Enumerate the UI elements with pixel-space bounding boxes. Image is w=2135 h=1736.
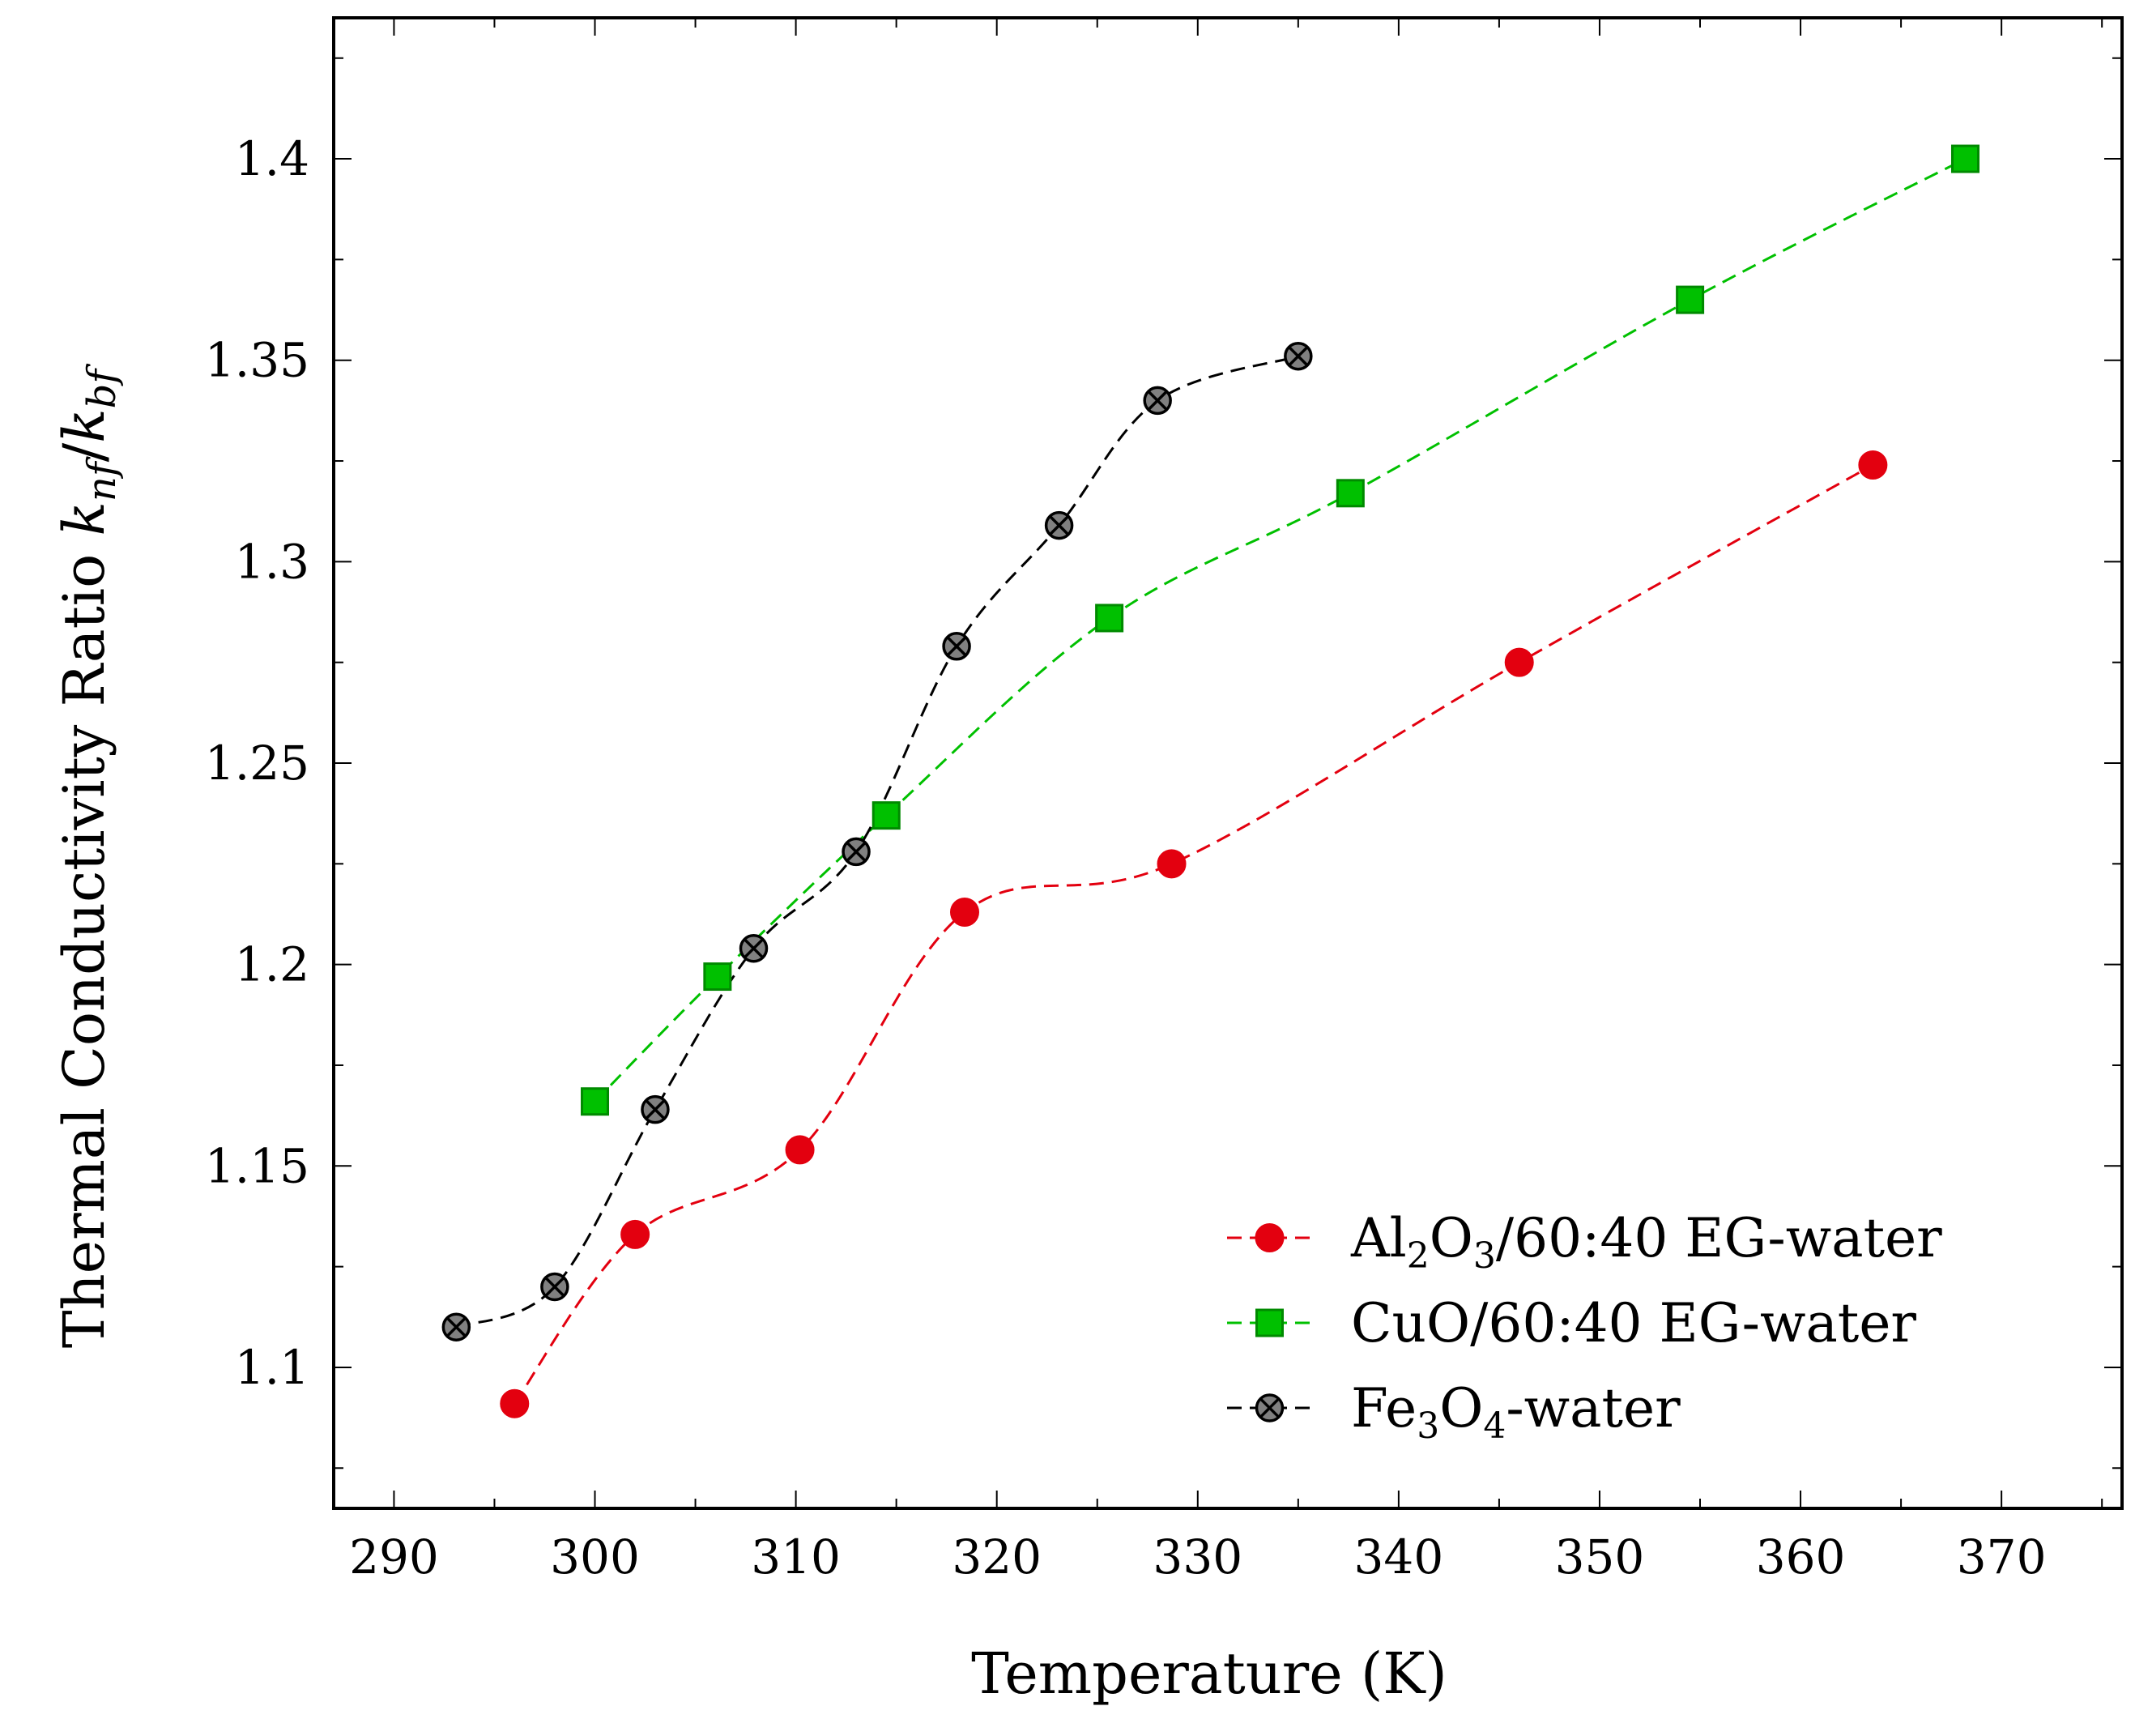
data-point-series-0 xyxy=(1858,450,1888,480)
data-point-series-0 xyxy=(620,1219,650,1249)
y-axis-title-prefix: Thermal Conductivity Ratio xyxy=(51,535,117,1348)
x-tick-label: 330 xyxy=(1153,1529,1242,1585)
legend-item: Fe3O4-water xyxy=(1227,1377,1681,1447)
x-tick-label: 310 xyxy=(751,1529,841,1585)
data-point-series-1 xyxy=(1095,604,1124,633)
legend-label: Al2O3/60:40 EG-water xyxy=(1350,1207,1942,1277)
y-axis-title-k-bf: k xyxy=(51,408,117,442)
legend: Al2O3/60:40 EG-water CuO/60:40 EG-water Fe… xyxy=(1227,1207,1942,1447)
y-tick-label: 1.4 xyxy=(235,131,309,186)
y-tick-label: 1.3 xyxy=(235,534,309,589)
tick-labels: 290 300 310 320 330 340 350 360 370 1.1 1.15 1.2 1.2… xyxy=(205,131,2047,1585)
x-tick-label: 340 xyxy=(1354,1529,1444,1585)
data-point-series-2 xyxy=(942,632,971,661)
data-point-series-1 xyxy=(1676,285,1705,314)
x-tick-label: 300 xyxy=(550,1529,640,1585)
plot-frame xyxy=(332,16,2124,1510)
data-point-series-2 xyxy=(540,1272,569,1302)
y-axis-title-slash: / xyxy=(51,442,117,462)
data-point-series-2 xyxy=(739,934,769,963)
legend-marker xyxy=(1255,1393,1285,1422)
y-tick-label: 1.35 xyxy=(205,333,309,388)
x-tick-label: 350 xyxy=(1555,1529,1645,1585)
data-point-series-0 xyxy=(1504,647,1534,677)
x-tick-label: 370 xyxy=(1957,1529,2047,1585)
data-point-series-0 xyxy=(785,1135,815,1165)
legend-marker xyxy=(1255,1308,1284,1337)
data-point-series-1 xyxy=(1950,144,1979,173)
data-point-series-0 xyxy=(500,1388,530,1418)
legend-item: Al2O3/60:40 EG-water xyxy=(1227,1207,1942,1277)
data-point-series-1 xyxy=(1336,479,1365,508)
series-markers xyxy=(441,144,1979,1418)
y-axis-title-sub-nf: nf xyxy=(79,456,125,501)
data-point-series-0 xyxy=(950,898,980,927)
legend-item: CuO/60:40 EG-water xyxy=(1227,1292,1916,1354)
data-point-series-1 xyxy=(871,801,901,830)
data-point-series-2 xyxy=(1044,510,1074,540)
y-tick-label: 1.15 xyxy=(205,1138,309,1193)
x-tick-label: 360 xyxy=(1756,1529,1846,1585)
y-tick-label: 1.2 xyxy=(235,937,309,992)
x-tick-label: 290 xyxy=(349,1529,439,1585)
data-point-series-2 xyxy=(842,837,871,867)
data-point-series-2 xyxy=(641,1094,670,1124)
x-axis-title: Temperature (K) xyxy=(971,1640,1447,1707)
legend-label: Fe3O4-water xyxy=(1351,1377,1681,1447)
y-axis-title-sub-bf: bf xyxy=(79,364,125,409)
y-tick-label: 1.1 xyxy=(235,1340,309,1395)
x-tick-label: 320 xyxy=(952,1529,1042,1585)
data-point-series-1 xyxy=(581,1087,610,1116)
legend-marker xyxy=(1255,1223,1285,1252)
series-line-0 xyxy=(514,463,1874,1405)
legend-label: CuO/60:40 EG-water xyxy=(1351,1292,1916,1354)
data-point-series-2 xyxy=(1143,386,1172,416)
data-point-series-2 xyxy=(1284,341,1313,371)
data-point-series-2 xyxy=(441,1312,471,1341)
data-point-series-0 xyxy=(1157,849,1187,879)
y-tick-label: 1.25 xyxy=(205,736,309,791)
data-point-series-1 xyxy=(703,962,732,992)
y-axis-title: Thermal Conductivity Ratio knf/kbf xyxy=(51,364,125,1348)
y-axis-title-k-nf: k xyxy=(51,501,117,535)
